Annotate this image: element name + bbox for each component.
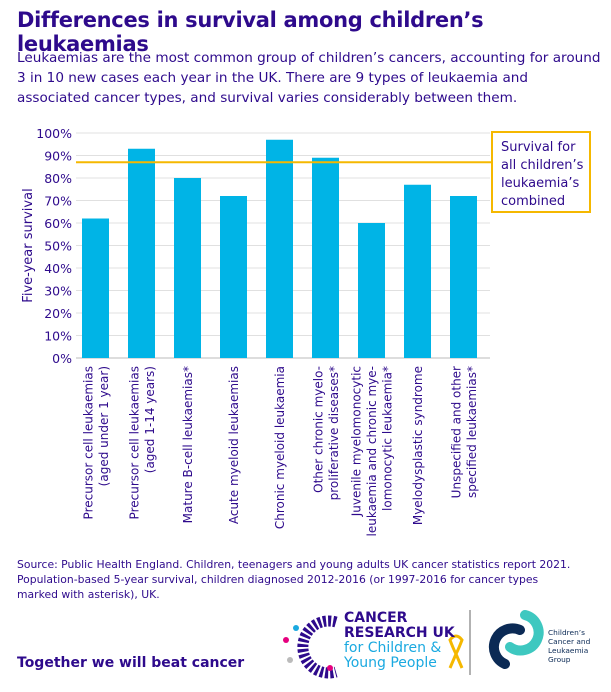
reference-label-box	[491, 131, 591, 213]
x-tick-label: Juvenile myelomonocytic	[350, 366, 364, 517]
x-tick-label: Unspecified and other	[449, 366, 463, 498]
source-line: Source: Public Health England. Children,…	[17, 558, 571, 571]
bar	[174, 178, 201, 358]
logo-line: RESEARCH UK	[344, 625, 455, 641]
x-tick-label: Other chronic myelo-	[311, 366, 325, 493]
source-line: marked with asterisk), UK.	[17, 588, 160, 601]
logo-line: Leukaemia	[548, 646, 589, 655]
x-tick-label: Precursor cell leukaemias	[81, 366, 95, 519]
logo-line: Cancer and	[548, 637, 591, 646]
x-tick-label: Chronic myeloid leukaemia	[273, 366, 287, 529]
y-tick-label: 100%	[36, 126, 72, 141]
y-tick-label: 50%	[44, 239, 72, 254]
bar	[450, 196, 477, 358]
x-tick-label: specified leukaemias*	[465, 366, 479, 498]
y-tick-label: 0%	[52, 351, 72, 366]
y-tick-label: 70%	[44, 194, 72, 209]
y-tick-label: 30%	[44, 284, 72, 299]
logo-line: Young People	[344, 655, 437, 671]
source-line: Population-based 5-year survival, childr…	[17, 573, 539, 586]
x-tick-label: proliferative diseases*	[327, 366, 341, 500]
y-tick-label: 20%	[44, 306, 72, 321]
cruk-logo-text: CANCER RESEARCH UK for Children & Young …	[344, 611, 455, 671]
reference-label: all children’s	[501, 158, 584, 173]
logo-line: for Children &	[344, 640, 442, 656]
bar	[128, 148, 155, 358]
y-tick-label: 40%	[44, 261, 72, 276]
cclg-logo-icon	[488, 610, 544, 669]
x-tick-label: Acute myeloid leukaemias	[227, 366, 241, 524]
x-tick-label: Mature B-cell leukaemias*	[181, 366, 195, 523]
y-tick-label: 10%	[44, 329, 72, 344]
x-tick-label: Precursor cell leukaemias	[127, 366, 141, 519]
bar-chart: 0% 10% 20% 30% 40% 50% 60% 70% 80% 90% 100% Five-ye…	[21, 126, 591, 536]
subtitle: Leukaemias are the most common group of …	[17, 50, 601, 106]
bar	[266, 139, 293, 358]
bar	[312, 157, 339, 358]
reference-label: combined	[501, 194, 565, 209]
bar	[358, 223, 385, 358]
logo-line: Children’s	[548, 628, 585, 637]
y-tick-label: 80%	[44, 171, 72, 186]
reference-label: Survival for	[501, 140, 576, 155]
source-note: Source: Public Health England. Children,…	[17, 557, 607, 602]
x-tick-label: Myelodysplastic syndrome	[411, 366, 425, 525]
x-tick-label: (aged 1-14 years)	[143, 366, 157, 473]
page-title: Differences in survival among children’s…	[17, 8, 484, 56]
bar	[82, 218, 109, 358]
tagline: Together we will beat cancer	[17, 655, 245, 671]
x-tick-label: (aged under 1 year)	[97, 366, 111, 486]
x-tick-label: leukaemia and chronic mye-	[365, 366, 379, 536]
reference-label: leukaemia’s	[501, 176, 579, 191]
logo-line: Group	[548, 655, 571, 664]
cclg-logo-text: Children’s Cancer and Leukaemia Group	[548, 628, 590, 664]
y-tick-label: 60%	[44, 216, 72, 231]
logo-line: CANCER	[344, 610, 408, 626]
y-axis-label: Five-year survival	[21, 188, 36, 302]
x-tick-label: lomonocytic leukaemia*	[381, 366, 395, 511]
bar	[404, 184, 431, 358]
bar	[220, 196, 247, 358]
y-tick-label: 90%	[44, 149, 72, 164]
